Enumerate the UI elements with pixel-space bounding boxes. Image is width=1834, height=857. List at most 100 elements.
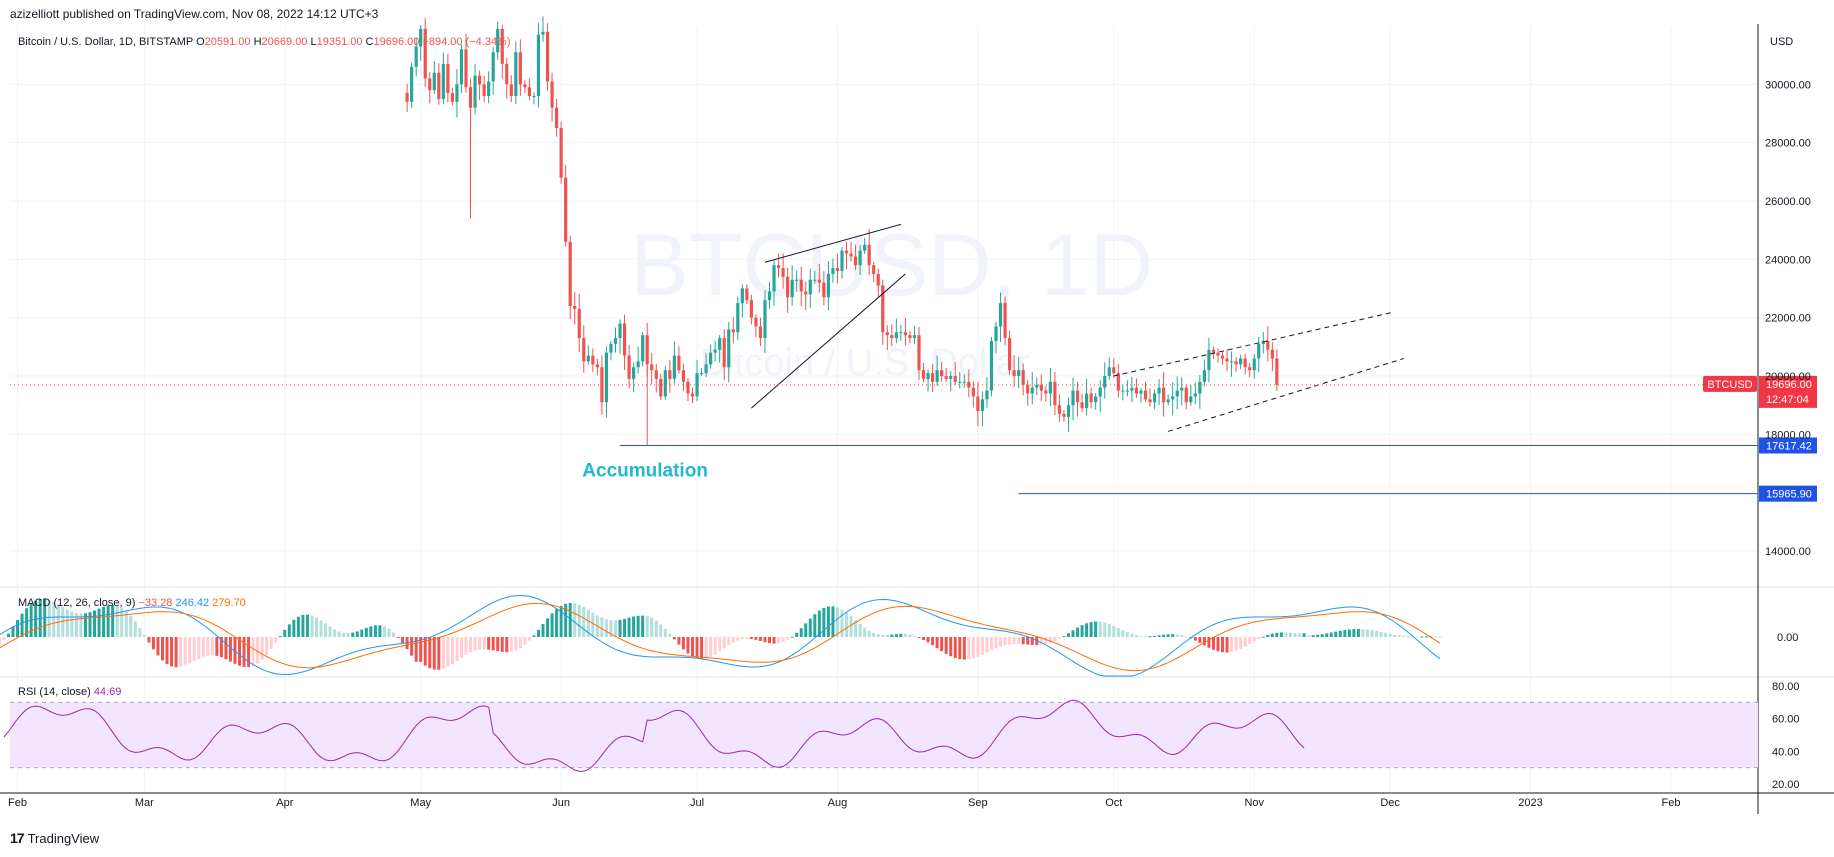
candle xyxy=(600,355,604,415)
candle xyxy=(1003,296,1007,346)
candle-body xyxy=(1035,384,1039,388)
candle-body xyxy=(555,107,559,129)
candle xyxy=(487,71,491,104)
candle-body xyxy=(632,367,636,379)
candle-body xyxy=(536,34,541,96)
macd-bar xyxy=(704,637,708,659)
macd-bar xyxy=(97,608,101,637)
candle xyxy=(1275,349,1279,391)
candle xyxy=(437,63,441,105)
candle xyxy=(405,83,409,113)
candle xyxy=(1180,377,1184,406)
candle-body xyxy=(459,49,464,85)
candle-body xyxy=(858,250,862,266)
macd-bar xyxy=(849,616,853,637)
candle-body xyxy=(754,317,758,327)
candle-body xyxy=(867,244,871,266)
macd-bar xyxy=(1433,636,1437,638)
symbol-tag-bg xyxy=(1703,375,1757,392)
candle-body xyxy=(722,338,726,368)
candle-body xyxy=(894,332,898,339)
macd-bar xyxy=(1162,634,1166,637)
candle-body xyxy=(1211,349,1216,353)
macd-bar xyxy=(912,636,916,638)
macd-bar xyxy=(831,606,835,637)
macd-bar xyxy=(505,637,509,653)
macd-bar xyxy=(1420,636,1424,638)
candle xyxy=(858,245,862,276)
macd-bar xyxy=(170,637,174,667)
candle xyxy=(1152,389,1157,410)
candle xyxy=(659,373,663,400)
rsi-y-tick: 60.00 xyxy=(1772,714,1800,726)
candle-body xyxy=(980,399,985,411)
macd-bar xyxy=(1211,637,1215,650)
macd-bar xyxy=(980,637,984,655)
candle xyxy=(632,362,636,393)
macd-bar xyxy=(1239,637,1243,649)
candle xyxy=(826,261,830,311)
candle xyxy=(1080,393,1084,413)
macd-bar xyxy=(1284,632,1288,637)
footer-brand[interactable]: 17 TradingView xyxy=(10,830,99,846)
candle xyxy=(663,366,667,400)
candle-body xyxy=(1261,341,1265,344)
macd-bar xyxy=(151,637,155,650)
macd-bar xyxy=(278,636,282,638)
candle xyxy=(455,69,459,118)
rsi-band xyxy=(10,702,1758,768)
legend-part: −894.00 (−4.34%) xyxy=(422,36,510,48)
candle xyxy=(1157,379,1161,406)
macd-bar xyxy=(455,637,459,662)
macd-bar xyxy=(1334,631,1338,637)
candle-body xyxy=(482,84,486,96)
candle-body xyxy=(835,268,840,271)
candle-body xyxy=(455,84,459,102)
candle xyxy=(1216,348,1220,363)
candle xyxy=(808,268,812,309)
candle xyxy=(1035,377,1039,395)
macd-bar xyxy=(1139,635,1143,637)
macd-bar xyxy=(623,618,627,637)
candle-body xyxy=(971,387,975,397)
candle xyxy=(532,92,536,105)
candle xyxy=(650,352,654,385)
macd-bar xyxy=(808,618,812,637)
macd-bar xyxy=(478,637,482,650)
candle-body xyxy=(763,300,767,339)
macd-bar xyxy=(854,620,858,637)
candle-body xyxy=(468,87,473,108)
candle xyxy=(958,371,962,389)
y-tick-label: 18000.00 xyxy=(1765,429,1811,441)
trendline-wedge-lower xyxy=(751,273,906,409)
macd-bar xyxy=(414,637,418,662)
candle-body xyxy=(1202,370,1206,382)
macd-bar xyxy=(1365,629,1369,637)
macd-bar xyxy=(387,628,391,637)
candle xyxy=(912,325,917,345)
macd-bar xyxy=(845,612,849,637)
legend-part: H xyxy=(254,36,262,48)
candle-body xyxy=(695,373,699,397)
macd-bar xyxy=(1338,630,1342,637)
macd-bar xyxy=(999,637,1003,647)
candle xyxy=(1021,363,1025,396)
rsi-legend: RSI (14, close) 44.69 xyxy=(18,686,121,698)
legend-part: RSI (14, close) xyxy=(18,686,94,698)
candle xyxy=(727,321,731,383)
macd-bar xyxy=(1112,625,1116,637)
candle xyxy=(853,244,858,271)
macd-bar xyxy=(532,635,536,637)
macd-bar xyxy=(1288,632,1292,637)
candle-body xyxy=(713,349,717,353)
candle-body xyxy=(477,75,482,85)
candle xyxy=(989,336,994,397)
candle xyxy=(903,317,908,346)
candle xyxy=(1248,362,1252,378)
candle xyxy=(998,292,1003,342)
candle-body xyxy=(795,279,799,281)
candle-body xyxy=(1080,402,1084,409)
candle-body xyxy=(1116,373,1120,391)
candle xyxy=(410,62,414,108)
